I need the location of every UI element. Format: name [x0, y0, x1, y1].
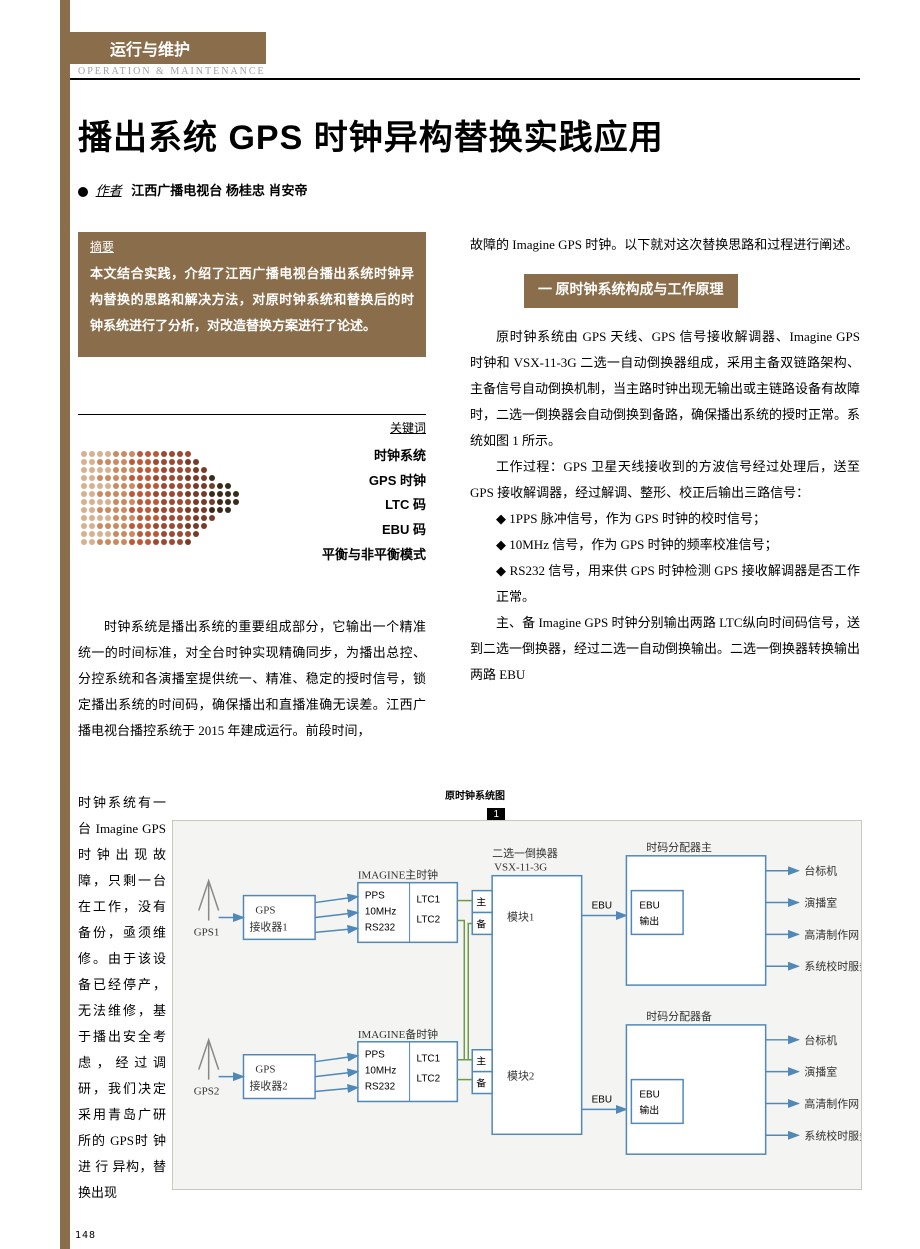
bullet-item: ◆ 10MHz 信号，作为 GPS 时钟的频率校准信号；	[470, 532, 860, 558]
svg-text:GPS: GPS	[255, 1064, 275, 1076]
svg-text:时码分配器备: 时码分配器备	[646, 1009, 712, 1023]
vertical-accent-bar	[60, 0, 70, 1249]
svg-text:备: 备	[476, 917, 486, 930]
svg-text:VSX-11-3G: VSX-11-3G	[494, 862, 547, 874]
box-label: GPS	[255, 904, 275, 916]
svg-text:EBU: EBU	[592, 1094, 612, 1105]
svg-text:台标机: 台标机	[804, 1033, 837, 1047]
svg-text:GPS1: GPS1	[194, 926, 220, 938]
section-title-en: OPERATION & MAINTENANCE	[70, 64, 266, 77]
section-title-cn: 运行与维护	[70, 32, 266, 64]
svg-text:台标机: 台标机	[804, 864, 837, 878]
bullet-item: ◆ 1PPS 脉冲信号，作为 GPS 时钟的校时信号；	[470, 506, 860, 532]
right-column: 故障的 Imagine GPS 时钟。以下就对这次替换思路和过程进行阐述。 一 …	[470, 232, 860, 688]
svg-text:高清制作网: 高清制作网	[804, 927, 859, 941]
system-diagram: GPS1 GPS2 GPS 接收器1 GPS 接收器2 IMAGINE主时钟 P…	[172, 820, 862, 1190]
svg-text:模块2: 模块2	[507, 1070, 534, 1083]
antenna-icon: GPS1	[194, 881, 220, 939]
svg-text:二选一倒换器: 二选一倒换器	[492, 846, 558, 860]
svg-text:时码分配器主: 时码分配器主	[646, 841, 712, 854]
box-label: 接收器1	[249, 919, 287, 933]
bullet-item: ◆ RS232 信号，用来供 GPS 时钟检测 GPS 接收解调器是否工作正常。	[470, 558, 860, 610]
keyword-block: 关键词 时钟系统 GPS 时钟 LTC 码 EBU 码 平衡与非平衡模式	[78, 414, 426, 567]
abstract-label: 摘要	[90, 238, 114, 255]
svg-text:系统校时服务器: 系统校时服务器	[804, 1128, 861, 1142]
svg-text:IMAGINE备时钟: IMAGINE备时钟	[358, 1027, 438, 1041]
page-number: 148	[75, 1230, 96, 1241]
svg-text:RS232: RS232	[365, 922, 396, 933]
svg-text:输出: 输出	[639, 1103, 659, 1116]
paragraph: 主、备 Imagine GPS 时钟分别输出两路 LTC纵向时间码信号，送到二选…	[470, 610, 860, 688]
svg-text:LTC1: LTC1	[417, 895, 441, 906]
svg-text:IMAGINE主时钟: IMAGINE主时钟	[358, 868, 438, 882]
section-header: 运行与维护 OPERATION & MAINTENANCE	[70, 32, 266, 77]
svg-text:PPS: PPS	[365, 1050, 385, 1061]
figure-caption: 原时钟系统图	[445, 791, 505, 802]
antenna-icon: GPS2	[194, 1040, 220, 1098]
author-row: 作者 江西广播电视台 杨桂忠 肖安帝	[78, 180, 308, 199]
dot-arrow-graphic	[78, 448, 268, 558]
author-names: 江西广播电视台 杨桂忠 肖安帝	[131, 183, 307, 198]
svg-text:10MHz: 10MHz	[365, 906, 397, 917]
svg-text:LTC2: LTC2	[417, 1074, 441, 1085]
svg-text:GPS2: GPS2	[194, 1086, 220, 1098]
left-column: 时钟系统是播出系统的重要组成部分，它输出一个精准统一的时间标准，对全台时钟实现精…	[78, 614, 426, 744]
article-title: 播出系统 GPS 时钟异构替换实践应用	[78, 110, 664, 159]
svg-text:备: 备	[476, 1077, 486, 1090]
svg-text:主: 主	[476, 897, 486, 909]
header-rule	[70, 78, 860, 80]
svg-text:EBU: EBU	[639, 1089, 659, 1100]
left-column-narrow: 时钟系统有一台 Imagine GPS时钟出现故障，只剩一台在工作，没有备份，亟…	[78, 790, 166, 1206]
paragraph: 故障的 Imagine GPS 时钟。以下就对这次替换思路和过程进行阐述。	[470, 232, 860, 258]
svg-text:演播室: 演播室	[804, 896, 837, 910]
paragraph: 时钟系统是播出系统的重要组成部分，它输出一个精准统一的时间标准，对全台时钟实现精…	[78, 614, 426, 744]
svg-text:系统校时服务器: 系统校时服务器	[804, 959, 861, 973]
paragraph: 工作过程：GPS 卫星天线接收到的方波信号经过处理后，送至 GPS 接收解调器，…	[470, 454, 860, 506]
svg-text:EBU: EBU	[639, 901, 659, 912]
svg-text:10MHz: 10MHz	[365, 1066, 397, 1077]
section-heading: 一 原时钟系统构成与工作原理	[524, 274, 738, 308]
abstract-text: 本文结合实践，介绍了江西广播电视台播出系统时钟异构替换的思路和解决方法，对原时钟…	[90, 261, 414, 339]
svg-text:PPS: PPS	[365, 891, 385, 902]
svg-text:LTC1: LTC1	[417, 1054, 441, 1065]
svg-text:RS232: RS232	[365, 1082, 396, 1093]
paragraph: 原时钟系统由 GPS 天线、GPS 信号接收解调器、Imagine GPS 时钟…	[470, 324, 860, 454]
svg-text:演播室: 演播室	[804, 1065, 837, 1079]
abstract-box: 摘要 本文结合实践，介绍了江西广播电视台播出系统时钟异构替换的思路和解决方法，对…	[78, 232, 426, 357]
svg-text:高清制作网: 高清制作网	[804, 1096, 859, 1110]
keyword-rule	[78, 414, 426, 415]
author-label: 作者	[96, 183, 122, 198]
figure-label: 原时钟系统图 1	[425, 786, 505, 822]
svg-text:EBU: EBU	[592, 901, 612, 912]
svg-text:模块1: 模块1	[507, 910, 534, 923]
svg-text:输出: 输出	[639, 914, 659, 927]
svg-text:接收器2: 接收器2	[249, 1079, 287, 1093]
svg-text:LTC2: LTC2	[417, 914, 441, 925]
bullet-icon	[78, 187, 88, 197]
keyword-label: 关键词	[78, 419, 426, 436]
paragraph: 时钟系统有一台 Imagine GPS时钟出现故障，只剩一台在工作，没有备份，亟…	[78, 790, 166, 1206]
svg-text:主: 主	[476, 1056, 486, 1068]
